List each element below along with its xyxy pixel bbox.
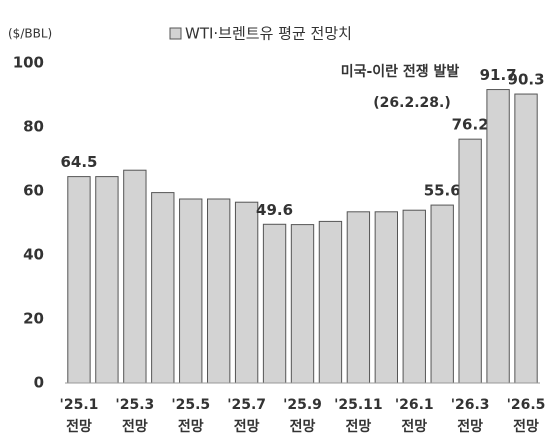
- bar: [179, 198, 203, 384]
- y-tick-label: 80: [23, 118, 44, 136]
- y-tick-label: 100: [13, 54, 44, 72]
- x-tick-label: '25.5 전망: [171, 397, 211, 435]
- x-tick-label: '25.1 전망: [59, 397, 99, 435]
- x-tick-label: '25.9 전망: [283, 397, 322, 435]
- bar: [458, 138, 482, 384]
- data-label: 64.5: [60, 153, 97, 171]
- bar: [402, 209, 426, 384]
- y-tick-label: 40: [23, 246, 44, 264]
- y-tick-label: 20: [23, 310, 44, 328]
- x-tick-label: '26.5 전망: [506, 397, 546, 435]
- data-label: 49.6: [256, 201, 293, 219]
- annotation: 미국-이란 전쟁 발발: [341, 63, 460, 80]
- data-label: 91.7: [480, 66, 517, 84]
- x-tick-label: '26.3 전망: [450, 397, 490, 435]
- bar: [95, 176, 119, 384]
- bar: [290, 224, 315, 384]
- bar: [207, 198, 231, 384]
- data-label: 76.2: [452, 116, 489, 134]
- bar: [486, 89, 510, 384]
- bar: [514, 93, 538, 384]
- bar: [430, 204, 454, 384]
- bar: [374, 211, 399, 384]
- legend-label: WTI·브렌트유 평균 전망치: [185, 25, 352, 43]
- x-tick-label: '25.11 전망: [334, 397, 383, 435]
- bar: [151, 192, 175, 384]
- annotation: (26.2.28.): [373, 95, 450, 111]
- legend-swatch: [169, 27, 182, 40]
- bar: [123, 169, 147, 384]
- data-label: 55.6: [424, 182, 461, 200]
- bar: [318, 220, 343, 384]
- x-tick-label: '25.7 전망: [227, 397, 267, 435]
- unit-label: ($/BBL): [8, 27, 52, 41]
- y-tick-label: 0: [34, 374, 44, 392]
- data-label: 90.3: [508, 71, 545, 89]
- bar: [262, 223, 287, 384]
- bar: [67, 176, 91, 384]
- bar: [234, 201, 259, 384]
- bar: [346, 211, 371, 384]
- x-tick-label: '26.1 전망: [394, 397, 434, 435]
- x-tick-label: '25.3 전망: [115, 397, 155, 435]
- y-tick-label: 60: [23, 182, 44, 200]
